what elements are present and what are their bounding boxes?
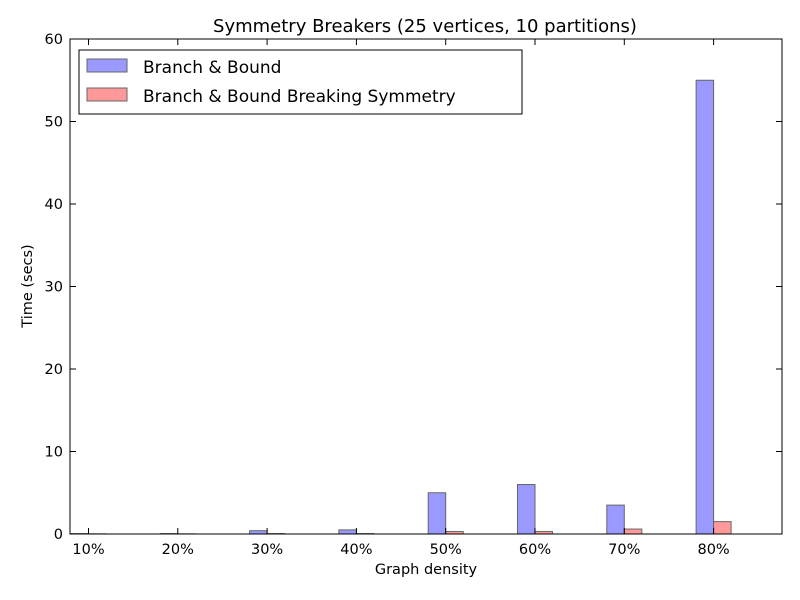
legend-label-branch-and-bound-breaking-symmetry: Branch & Bound Breaking Symmetry: [143, 87, 456, 107]
x-tick-label: 20%: [162, 542, 194, 558]
legend: Branch & Bound Branch & Bound Breaking S…: [78, 49, 523, 115]
y-axis: 0 10 20 30 40 50 60: [45, 32, 782, 543]
x-tick-label: 60%: [519, 542, 551, 558]
y-tick-label: 30: [45, 280, 63, 296]
legend-swatch-branch-and-bound-breaking-symmetry: [86, 87, 128, 102]
legend-label-branch-and-bound: Branch & Bound: [143, 58, 281, 78]
x-tick-label: 10%: [72, 542, 104, 558]
bar-series-1-40pct: [338, 529, 357, 535]
x-tick-label: 80%: [697, 542, 729, 558]
y-axis-label: Time (secs): [20, 244, 36, 328]
bar-series-1-60pct: [517, 484, 536, 535]
bars: [70, 79, 732, 535]
legend-frame: [78, 49, 523, 115]
y-tick-label: 0: [54, 527, 63, 543]
bar-series-2-80pct: [713, 521, 732, 535]
bar-series-1-50pct: [427, 492, 447, 535]
bar-series-2-70pct: [623, 528, 643, 535]
x-tick-label: 40%: [340, 542, 372, 558]
bar-series-1-80pct: [695, 79, 715, 535]
y-tick-label: 50: [45, 115, 63, 131]
chart-title: Symmetry Breakers (25 vertices, 10 parti…: [213, 16, 637, 37]
y-tick-label: 20: [45, 362, 63, 378]
bar-series-1-70pct: [606, 504, 625, 535]
x-tick-label: 70%: [608, 542, 640, 558]
x-tick-label: 50%: [430, 542, 462, 558]
y-tick-label: 10: [45, 445, 63, 461]
y-tick-label: 60: [45, 32, 63, 48]
x-tick-label: 30%: [251, 542, 283, 558]
legend-swatch-branch-and-bound: [86, 58, 128, 73]
x-axis: 10% 20% 30% 40% 50% 60% 70% 80%: [72, 39, 730, 558]
x-axis-label: Graph density: [375, 562, 478, 578]
y-tick-label: 40: [45, 197, 63, 213]
